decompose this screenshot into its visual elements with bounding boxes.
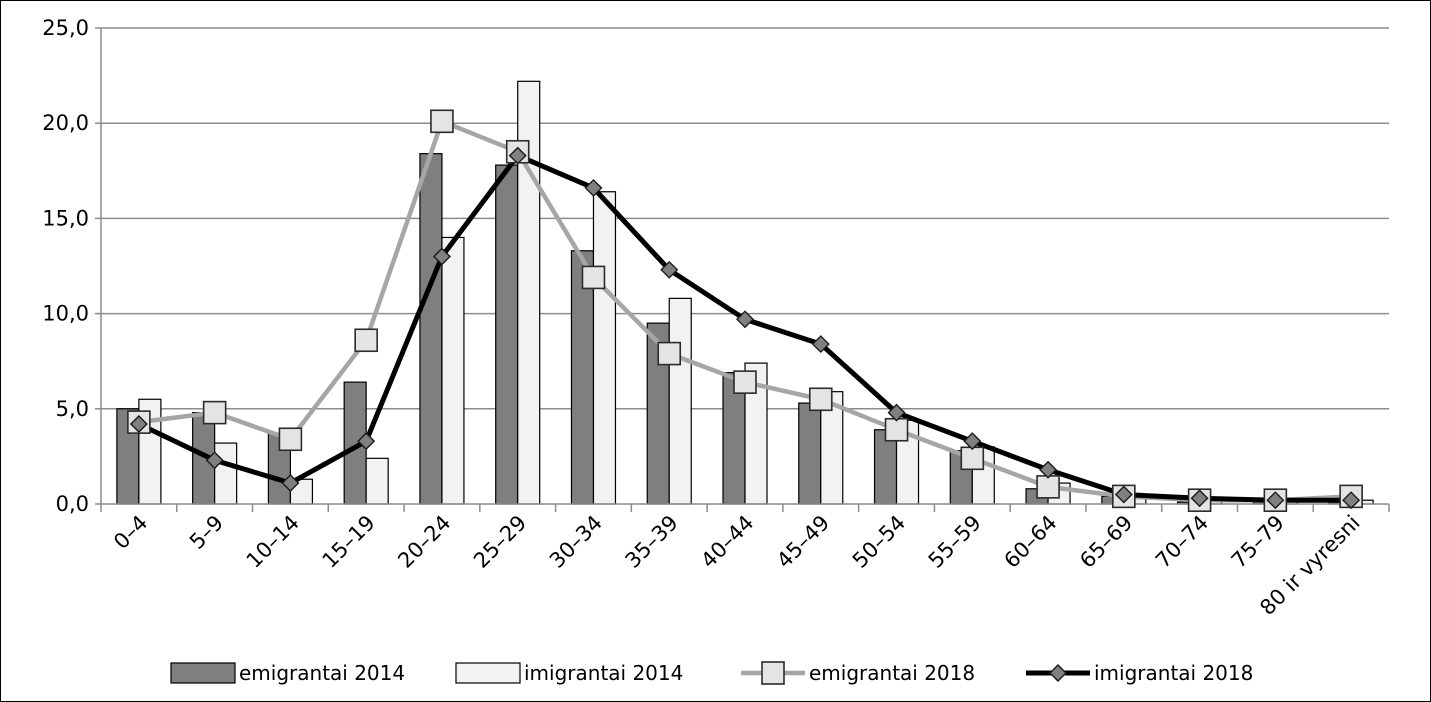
marker-emigrantai-2018-55-59 bbox=[960, 446, 985, 471]
marker-imigrantai-2018-55-59 bbox=[963, 432, 982, 451]
legend-label-imigrantai-2014: imigrantai 2014 bbox=[524, 661, 683, 685]
marker-imigrantai-2018-70-74 bbox=[1190, 489, 1209, 508]
marker-imigrantai-2018-35-39 bbox=[660, 260, 679, 279]
marker-imigrantai-2018-10-14 bbox=[281, 474, 300, 493]
marker-imigrantai-2018-60-64 bbox=[1039, 460, 1058, 479]
marker-imigrantai-2018-45-49 bbox=[811, 335, 830, 354]
marker-emigrantai-2018-30-34 bbox=[581, 265, 606, 290]
marker-imigrantai-2018-65-69 bbox=[1114, 485, 1133, 504]
bar-emigrantai-2014-25-29 bbox=[495, 164, 519, 505]
x-tick-label: 10–14 bbox=[242, 511, 304, 573]
x-tick-label: 50–54 bbox=[848, 511, 910, 573]
gridlines bbox=[101, 27, 1389, 410]
marker-imigrantai-2018-25-29 bbox=[508, 146, 527, 165]
y-tick-label: 5,0 bbox=[56, 397, 89, 421]
x-tick-label: 55–59 bbox=[924, 511, 986, 573]
x-tick-label: 45–49 bbox=[772, 511, 834, 573]
bar-emigrantai-2014-20-24 bbox=[419, 153, 443, 505]
bar-imigrantai-2014-30-34 bbox=[592, 191, 617, 505]
marker-emigrantai-2018-15-19 bbox=[354, 328, 378, 353]
marker-imigrantai-2018-20-24 bbox=[432, 247, 451, 266]
marker-imigrantai-2018-50-54 bbox=[887, 403, 906, 422]
x-tick-label: 65–69 bbox=[1075, 511, 1137, 573]
marker-imigrantai-2018-80-ir-vyresni bbox=[1342, 491, 1361, 510]
legend-label-emigrantai-2014: emigrantai 2014 bbox=[239, 661, 405, 685]
marker-emigrantai-2018-60-64 bbox=[1036, 475, 1060, 499]
marker-imigrantai-2018-5-9 bbox=[205, 451, 224, 470]
legend-marker-emigrantai-2018 bbox=[761, 661, 785, 685]
marker-emigrantai-2018-35-39 bbox=[657, 341, 682, 366]
x-tick-label: 70–74 bbox=[1151, 511, 1213, 573]
bar-imigrantai-2014-35-39 bbox=[668, 297, 692, 505]
marker-emigrantai-2018-50-54 bbox=[884, 417, 909, 442]
x-tick-label: 60–64 bbox=[999, 511, 1061, 573]
marker-emigrantai-2018-40-44 bbox=[733, 370, 757, 394]
x-axis-ticks: 0–4 5–9 10–14 15–19 20–24 25–29 30–34 35–39 40–4… bbox=[109, 511, 1365, 620]
x-tick-label: 30–34 bbox=[545, 511, 607, 573]
x-tick-label: 35–39 bbox=[621, 511, 683, 573]
markers bbox=[127, 109, 1363, 512]
x-tick-label: 75–79 bbox=[1227, 511, 1289, 573]
bars bbox=[116, 80, 1374, 505]
legend-swatch-emigrantai-2014 bbox=[170, 662, 236, 684]
marker-imigrantai-2018-0-4 bbox=[129, 415, 148, 434]
marker-imigrantai-2018-40-44 bbox=[736, 310, 754, 329]
marker-imigrantai-2018-15-19 bbox=[357, 432, 376, 451]
marker-emigrantai-2018-45-49 bbox=[808, 387, 833, 412]
marker-emigrantai-2018-20-24 bbox=[430, 109, 454, 134]
y-axis-ticks: 0,0 5,0 10,0 15,0 20,0 25,0 bbox=[42, 16, 89, 516]
x-tick-label: 5–9 bbox=[185, 511, 228, 554]
legend-marker-imigrantai-2018 bbox=[1049, 664, 1067, 682]
axes bbox=[95, 27, 1390, 512]
y-tick-label: 15,0 bbox=[42, 206, 89, 230]
legend: emigrantai 2014 imigrantai 2014 emigrantai… bbox=[170, 661, 1253, 685]
x-tick-label: 25–29 bbox=[469, 511, 531, 573]
y-tick-label: 25,0 bbox=[42, 16, 89, 40]
legend-label-emigrantai-2018: emigrantai 2018 bbox=[809, 661, 975, 685]
x-tick-label: 15–19 bbox=[318, 511, 380, 573]
bar-imigrantai-2014-15-19 bbox=[365, 457, 389, 505]
marker-emigrantai-2018-10-14 bbox=[278, 427, 303, 452]
x-tick-label: 40–44 bbox=[696, 511, 758, 573]
legend-label-imigrantai-2018: imigrantai 2018 bbox=[1094, 661, 1253, 685]
bar-imigrantai-2014-20-24 bbox=[441, 236, 465, 505]
y-tick-label: 0,0 bbox=[56, 492, 89, 516]
marker-emigrantai-2018-5-9 bbox=[202, 400, 227, 425]
marker-imigrantai-2018-75-79 bbox=[1266, 491, 1285, 510]
y-tick-label: 20,0 bbox=[42, 111, 89, 135]
y-tick-label: 10,0 bbox=[42, 302, 89, 326]
x-tick-label: 0–4 bbox=[109, 511, 152, 554]
bar-imigrantai-2014-5-9 bbox=[214, 442, 238, 505]
marker-imigrantai-2018-30-34 bbox=[584, 178, 603, 197]
legend-swatch-imigrantai-2014 bbox=[455, 662, 521, 684]
bar-emigrantai-2014-45-49 bbox=[798, 402, 822, 505]
x-tick-label: 20–24 bbox=[393, 511, 455, 573]
